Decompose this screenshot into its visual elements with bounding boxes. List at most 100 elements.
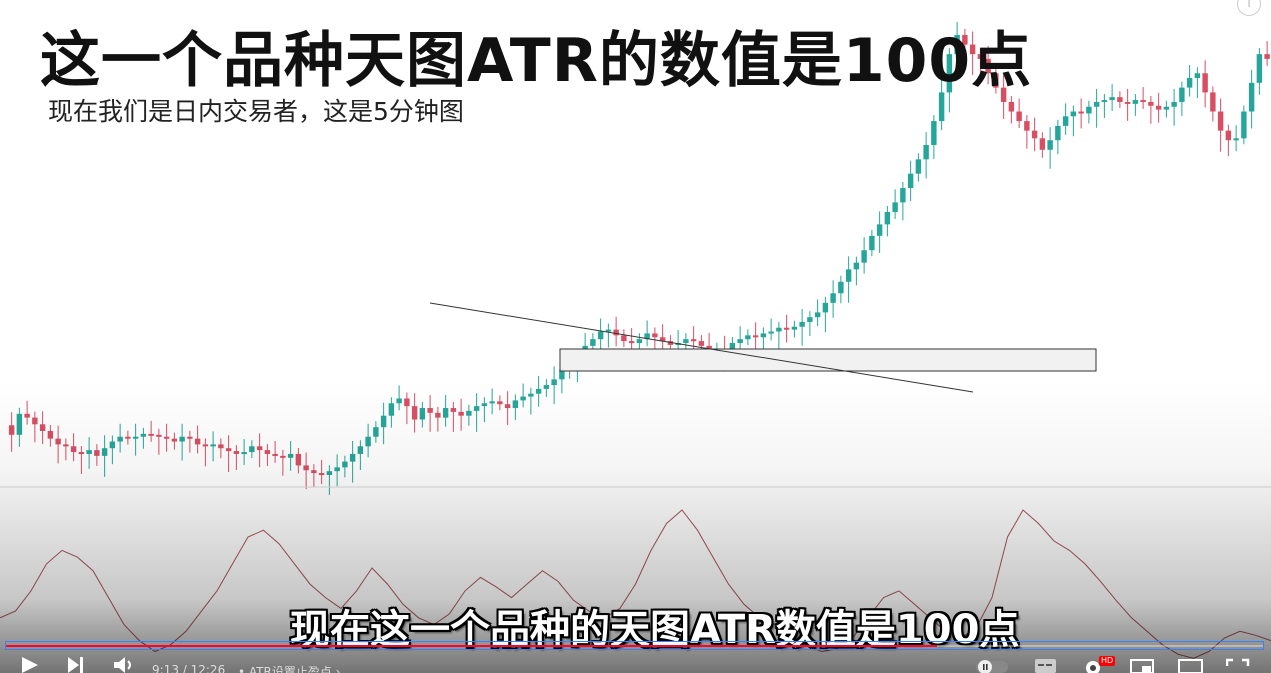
candle-body: [512, 400, 519, 409]
candle-body: [264, 450, 271, 454]
candle-body: [652, 333, 658, 338]
subtitles-icon[interactable]: [1034, 656, 1058, 673]
next-icon[interactable]: [66, 656, 86, 673]
candle-body: [326, 471, 333, 475]
candle-body: [954, 35, 960, 55]
candle-body: [458, 411, 464, 416]
candle-body: [993, 73, 999, 88]
candle-body: [690, 339, 697, 342]
candle-body: [225, 448, 232, 452]
resistance-zone-box: [559, 348, 1097, 372]
candle-body: [1117, 97, 1123, 102]
candle-body: [148, 433, 154, 436]
candle-body: [47, 431, 54, 439]
progress-played: [6, 645, 938, 647]
candle-body: [1186, 78, 1193, 88]
candle-body: [1225, 130, 1232, 141]
candle-body: [117, 436, 123, 442]
gear-icon[interactable]: [1082, 656, 1108, 673]
candle-body: [140, 433, 147, 437]
candle-body: [132, 436, 139, 439]
candle-body: [1101, 100, 1108, 103]
candle-body: [466, 410, 472, 416]
candle-body: [125, 436, 131, 439]
candle-body: [473, 406, 480, 411]
candle-body: [1062, 116, 1069, 126]
candle-body: [63, 444, 69, 447]
candle-body: [1140, 100, 1146, 103]
candle-body: [845, 269, 852, 282]
candle-body: [799, 321, 805, 327]
play-icon[interactable]: [20, 656, 40, 673]
candle-body: [752, 335, 759, 338]
candle-body: [210, 444, 216, 447]
candle-body: [94, 450, 100, 456]
candle-body: [404, 398, 410, 407]
candle-body: [1024, 121, 1030, 131]
candle-body: [745, 335, 751, 340]
candle-body: [907, 173, 914, 189]
candle-body: [1055, 125, 1061, 141]
miniplayer-icon[interactable]: [1130, 656, 1156, 673]
video-overlay-title: 这一个品种天图ATR的数值是100点: [40, 26, 1033, 96]
candle-body: [1086, 106, 1092, 114]
theater-mode-icon[interactable]: [1178, 656, 1204, 673]
progress-bar[interactable]: [5, 641, 1264, 650]
candle-body: [613, 329, 619, 336]
candle-body: [597, 331, 604, 340]
candle-body: [977, 54, 984, 59]
candle-body: [1000, 87, 1007, 102]
candle-body: [876, 224, 883, 236]
candle-body: [969, 44, 976, 55]
candle-body: [396, 398, 402, 404]
control-bar: 9:13 / 12:26 • ATR设置止盈点 › HD: [0, 652, 1271, 673]
volume-icon[interactable]: [113, 656, 135, 673]
candle-body: [737, 339, 743, 343]
fullscreen-icon[interactable]: [1226, 656, 1250, 673]
candle-body: [318, 473, 325, 476]
candle-body: [853, 262, 860, 270]
chapter-title[interactable]: • ATR设置止盈点 ›: [238, 665, 341, 673]
candle-body: [156, 434, 162, 437]
candle-body: [489, 401, 495, 404]
candle-body: [520, 396, 526, 401]
candle-body: [388, 403, 395, 416]
candle-body: [923, 145, 929, 160]
candle-body: [884, 211, 891, 225]
candle-body: [729, 343, 736, 351]
candle-body: [698, 341, 705, 346]
candle-body: [357, 446, 364, 454]
candle-body: [1016, 111, 1022, 122]
candle-body: [179, 436, 185, 442]
candle-body: [636, 339, 643, 343]
candle-body: [861, 250, 867, 263]
candle-body: [1132, 100, 1139, 104]
candle-body: [380, 415, 387, 428]
candle-body: [838, 281, 844, 294]
candle-body: [481, 403, 488, 407]
candle-body: [272, 453, 278, 456]
candle-body: [8, 425, 15, 435]
candle-body: [915, 159, 922, 174]
candle-body: [194, 438, 201, 445]
candle-body: [450, 408, 457, 412]
candle-body: [1194, 73, 1201, 79]
autoplay-toggle-icon[interactable]: [975, 656, 1011, 673]
candle-body: [311, 470, 317, 474]
candle-body: [504, 404, 511, 409]
candle-body: [1233, 138, 1239, 141]
candle-body: [411, 406, 418, 420]
candle-body: [590, 339, 596, 346]
candle-body: [70, 446, 77, 453]
candle-body: [419, 408, 426, 420]
candle-body: [985, 58, 991, 74]
candle-body: [303, 465, 309, 471]
candle-body: [1070, 111, 1077, 117]
candle-body: [241, 452, 247, 455]
candle-body: [1171, 101, 1177, 107]
candle-body: [202, 444, 209, 447]
candle-body: [1210, 92, 1216, 112]
candle-body: [218, 444, 224, 449]
candle-body: [938, 92, 945, 122]
